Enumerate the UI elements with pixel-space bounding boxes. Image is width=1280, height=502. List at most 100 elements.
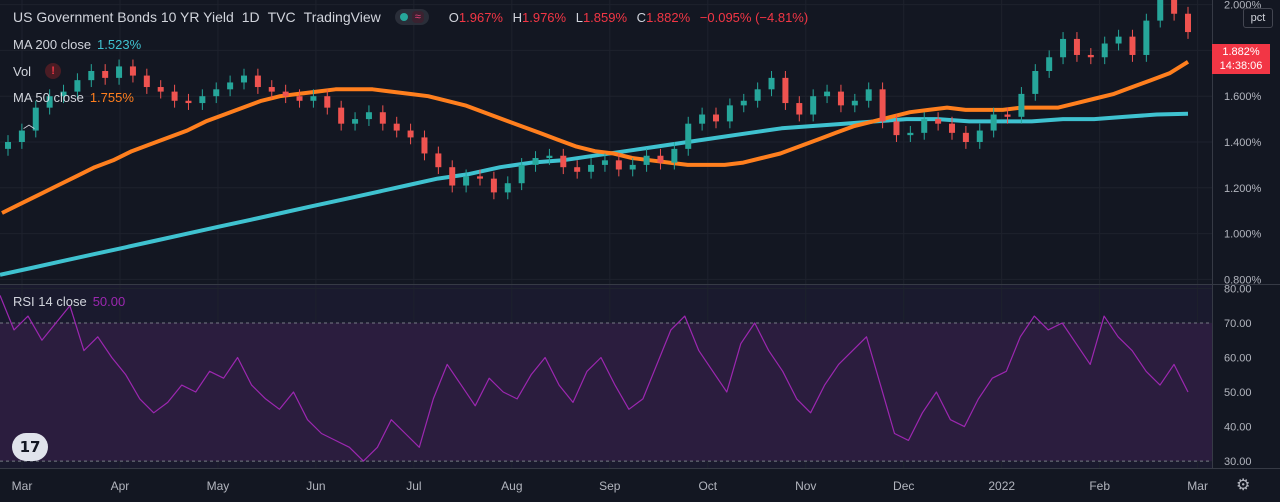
rsi-tick-label: 80.00 bbox=[1224, 283, 1252, 295]
candle-body bbox=[1004, 114, 1011, 117]
candle-body bbox=[837, 91, 844, 106]
ma200-value: 1.523% bbox=[97, 37, 142, 52]
interval-label: 1D bbox=[241, 9, 260, 25]
rsi-tick-label: 50.00 bbox=[1224, 387, 1252, 399]
candle-body bbox=[782, 77, 789, 104]
warning-icon[interactable]: ! bbox=[45, 63, 62, 79]
candle-body bbox=[421, 137, 428, 154]
candle-body bbox=[560, 155, 567, 168]
rsi-band-fill bbox=[0, 322, 1212, 462]
candle-body bbox=[1032, 71, 1039, 94]
tradingview-logo-icon[interactable]: 17 bbox=[12, 433, 48, 461]
ohlc-readout: O1.967% H1.976% L1.859% C1.882% −0.095% … bbox=[449, 10, 814, 25]
x-tick-label: Aug bbox=[501, 479, 522, 493]
candle-body bbox=[379, 112, 386, 124]
ohlc-c-value: 1.882% bbox=[646, 9, 691, 25]
ohlc-h-value: 1.976% bbox=[522, 9, 567, 25]
candle-body bbox=[171, 91, 178, 101]
candle-body bbox=[32, 107, 39, 131]
candle-body bbox=[18, 130, 25, 142]
candle-body bbox=[435, 153, 442, 168]
last-price-tag: 1.882% 14:38:06 bbox=[1212, 44, 1270, 74]
candle-body bbox=[824, 91, 831, 97]
x-tick-label: Mar bbox=[12, 479, 33, 493]
candle-body bbox=[60, 91, 67, 97]
symbol-legend: US Government Bonds 10 YR Yield 1D TVC T… bbox=[13, 9, 814, 25]
candle-body bbox=[962, 132, 969, 142]
vol-legend[interactable]: Vol ! bbox=[13, 63, 62, 79]
x-tick-label: May bbox=[207, 479, 230, 493]
ma50-value: 1.755% bbox=[89, 90, 134, 105]
ohlc-change-value: −0.095% (−4.81%) bbox=[699, 9, 809, 25]
ma200-legend[interactable]: MA 200 close 1.523% bbox=[13, 37, 141, 52]
ma200-label: MA 200 close bbox=[13, 37, 92, 52]
rsi-value: 50.00 bbox=[92, 294, 126, 309]
rsi-tick-label: 60.00 bbox=[1224, 353, 1252, 365]
candle-body bbox=[5, 142, 11, 149]
candle-body bbox=[1046, 57, 1053, 71]
market-status-toggle[interactable]: ≈ bbox=[394, 9, 429, 25]
candle-body bbox=[893, 121, 900, 136]
candle-body bbox=[213, 89, 220, 97]
candle-body bbox=[1087, 54, 1094, 58]
candle-body bbox=[976, 130, 983, 142]
bar-countdown: 14:38:06 bbox=[1219, 60, 1263, 72]
vol-label: Vol bbox=[13, 63, 32, 79]
candle-body bbox=[463, 176, 470, 186]
last-price-value: 1.882% bbox=[1222, 46, 1260, 58]
gear-icon[interactable]: ⚙ bbox=[1236, 477, 1251, 494]
candle-body bbox=[393, 123, 400, 131]
candle-body bbox=[629, 164, 636, 170]
x-tick-label: Apr bbox=[111, 479, 130, 493]
candle-body bbox=[532, 158, 539, 165]
candle-body bbox=[268, 87, 275, 92]
candle-body bbox=[490, 178, 497, 193]
candle-body bbox=[796, 103, 803, 115]
tradingview-logo-text: 17 bbox=[19, 438, 41, 456]
candle-body bbox=[574, 167, 581, 172]
candle-body bbox=[129, 66, 136, 76]
candle-body bbox=[46, 96, 53, 108]
candle-body bbox=[157, 87, 164, 92]
candle-body bbox=[935, 119, 942, 124]
x-tick-label: Dec bbox=[893, 479, 914, 493]
candle-body bbox=[74, 80, 81, 92]
ma50-label: MA 50 close bbox=[13, 90, 84, 105]
candle-body bbox=[907, 132, 914, 136]
y-tick-label: 2.000% bbox=[1224, 0, 1262, 12]
candle-body bbox=[185, 100, 192, 104]
y-tick-label: 0.800% bbox=[1224, 274, 1262, 286]
collapse-legend-icon[interactable]: ︿ bbox=[22, 117, 35, 131]
candle-body bbox=[810, 96, 817, 115]
rsi-tick-label: 30.00 bbox=[1224, 456, 1252, 468]
ohlc-c-label: C bbox=[636, 9, 647, 25]
candle-body bbox=[477, 176, 483, 179]
candle-body bbox=[365, 112, 372, 120]
candle-body bbox=[921, 119, 928, 133]
candle-body bbox=[518, 164, 525, 184]
candle-body bbox=[601, 160, 608, 165]
ohlc-o-value: 1.967% bbox=[458, 9, 503, 25]
rsi-legend[interactable]: RSI 14 close 50.00 bbox=[13, 294, 125, 309]
candle-body bbox=[338, 107, 345, 124]
percent-scale-button[interactable]: pct bbox=[1243, 8, 1273, 28]
ma50-line bbox=[1, 60, 1190, 215]
x-tick-label: Mar bbox=[1187, 479, 1208, 493]
x-tick-label: 2022 bbox=[988, 479, 1015, 493]
candle-body bbox=[143, 75, 150, 88]
candle-body bbox=[657, 155, 664, 163]
ohlc-l-label: L bbox=[575, 9, 583, 25]
candle-body bbox=[699, 114, 706, 124]
source-label: TVC bbox=[267, 9, 296, 25]
candle-body bbox=[1115, 36, 1122, 44]
candle-body bbox=[949, 123, 955, 133]
ma50-legend[interactable]: MA 50 close 1.755% bbox=[13, 90, 134, 105]
candle-body bbox=[546, 155, 553, 159]
candle-body bbox=[1143, 20, 1150, 55]
rsi-tick-label: 40.00 bbox=[1224, 422, 1252, 434]
candle-body bbox=[199, 96, 206, 104]
candle-body bbox=[407, 130, 414, 138]
candle-body bbox=[713, 114, 719, 122]
ohlc-h-label: H bbox=[512, 9, 522, 25]
